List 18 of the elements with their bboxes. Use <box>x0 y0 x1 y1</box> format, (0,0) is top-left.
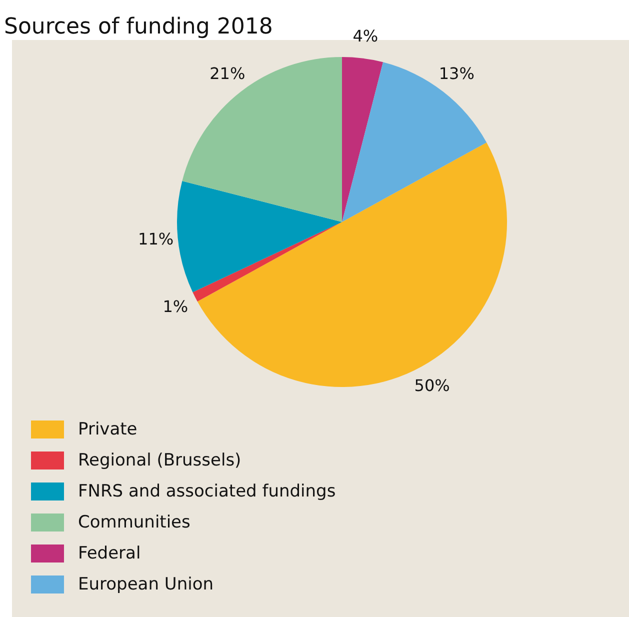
legend-label: European Union <box>78 574 214 594</box>
chart-title: Sources of funding 2018 <box>4 14 273 40</box>
data-label: 1% <box>162 296 188 316</box>
data-label: 21% <box>210 64 246 84</box>
legend-label: FNRS and associated fundings <box>78 482 336 502</box>
legend-label: Regional (Brussels) <box>78 450 242 470</box>
data-label: 13% <box>438 64 474 84</box>
pie-slice <box>182 57 342 222</box>
pie-slice <box>342 57 384 222</box>
pie-slice <box>177 180 342 292</box>
legend-label: Private <box>78 420 138 440</box>
data-label: 11% <box>138 230 174 249</box>
legend-label: Federal <box>78 544 141 564</box>
pie-slice <box>192 222 342 302</box>
data-label: 4% <box>352 26 378 46</box>
pie-slice <box>342 62 487 222</box>
legend-label: Communities <box>78 512 191 532</box>
data-label: 50% <box>414 376 450 395</box>
